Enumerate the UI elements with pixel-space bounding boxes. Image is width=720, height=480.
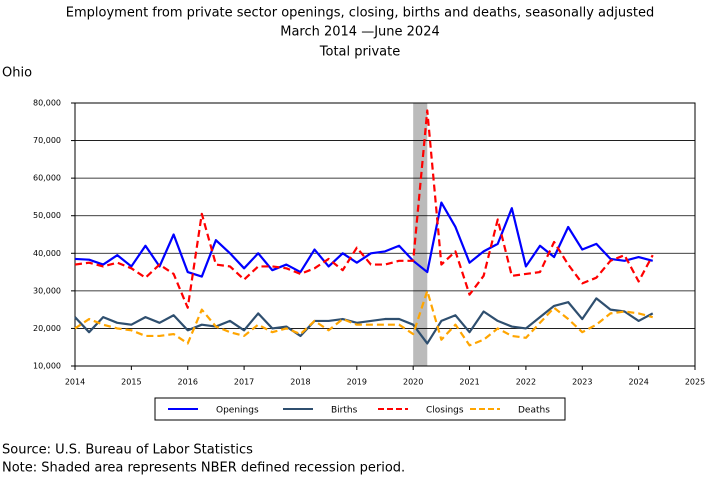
x-tick-label: 2016 xyxy=(178,378,198,387)
plot-frame xyxy=(74,102,696,367)
y-tick-label: 40,000 xyxy=(33,249,61,258)
legend-label: Deaths xyxy=(518,406,550,416)
y-tick-label: 30,000 xyxy=(33,286,61,295)
x-tick-label: 2015 xyxy=(121,378,141,387)
x-tick-label: 2023 xyxy=(572,378,592,387)
legend-label: Births xyxy=(331,406,358,416)
region-label: Ohio xyxy=(2,66,32,81)
recession-note: Note: Shaded area represents NBER define… xyxy=(2,461,405,476)
x-tick-label: 2019 xyxy=(347,378,367,387)
series-line xyxy=(74,297,654,345)
legend-box xyxy=(154,397,566,421)
chart-title: Employment from private sector openings,… xyxy=(66,6,654,21)
y-tick-label: 20,000 xyxy=(33,324,61,333)
x-tick-label: 2022 xyxy=(516,378,536,387)
y-tick-label: 50,000 xyxy=(33,211,61,220)
x-tick-label: 2014 xyxy=(65,378,85,387)
series-label: Total private xyxy=(319,45,400,60)
legend-label: Openings xyxy=(216,406,259,416)
y-tick-label: 10,000 xyxy=(33,362,61,371)
x-tick-label: 2017 xyxy=(234,378,254,387)
series-line xyxy=(74,109,654,309)
recession-shade xyxy=(413,103,428,366)
legend-label: Closings xyxy=(426,406,464,416)
source-note: Source: U.S. Bureau of Labor Statistics xyxy=(2,443,253,458)
series-line xyxy=(74,201,654,278)
x-tick-label: 2025 xyxy=(685,378,705,387)
y-tick-label: 80,000 xyxy=(33,99,61,108)
y-tick-label: 60,000 xyxy=(33,174,61,183)
x-tick-label: 2020 xyxy=(403,378,423,387)
x-tick-label: 2021 xyxy=(459,378,479,387)
series-line xyxy=(74,289,654,347)
x-tick-label: 2018 xyxy=(290,378,310,387)
chart-subtitle: March 2014 —June 2024 xyxy=(280,25,440,40)
x-tick-label: 2024 xyxy=(628,378,648,387)
y-tick-label: 70,000 xyxy=(33,136,61,145)
